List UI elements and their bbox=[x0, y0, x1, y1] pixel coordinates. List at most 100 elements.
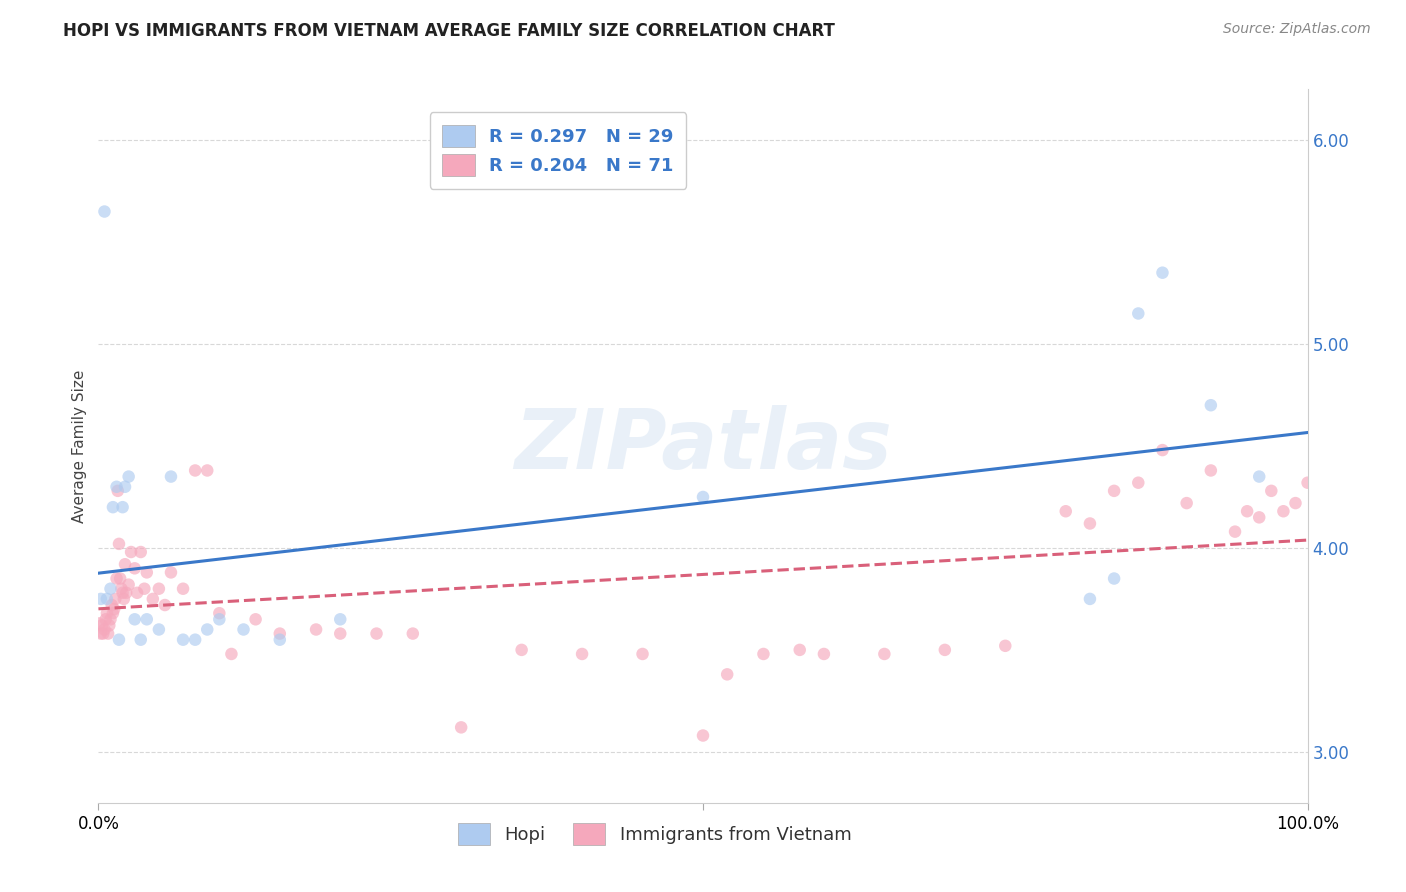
Point bbox=[110, 582, 132, 596]
Point bbox=[129, 545, 152, 559]
Point bbox=[329, 612, 352, 626]
Point bbox=[148, 582, 170, 596]
Point bbox=[752, 647, 775, 661]
Point bbox=[111, 586, 134, 600]
Point bbox=[329, 626, 352, 640]
Point bbox=[129, 632, 152, 647]
Point bbox=[631, 647, 654, 661]
Point bbox=[91, 618, 114, 632]
Point bbox=[232, 623, 254, 637]
Point bbox=[96, 606, 118, 620]
Point bbox=[112, 591, 135, 606]
Point bbox=[134, 582, 156, 596]
Point bbox=[1152, 266, 1174, 280]
Point bbox=[114, 558, 136, 572]
Point bbox=[1152, 443, 1174, 458]
Point bbox=[1128, 475, 1150, 490]
Point bbox=[510, 643, 533, 657]
Point bbox=[101, 500, 124, 515]
Point bbox=[115, 586, 138, 600]
Point bbox=[160, 469, 183, 483]
Point bbox=[97, 626, 120, 640]
Point bbox=[93, 623, 115, 637]
Point bbox=[789, 643, 811, 657]
Point bbox=[1272, 504, 1295, 518]
Point bbox=[692, 490, 714, 504]
Point bbox=[994, 639, 1017, 653]
Point bbox=[153, 598, 176, 612]
Point bbox=[91, 626, 114, 640]
Point bbox=[269, 632, 291, 647]
Point bbox=[571, 647, 593, 661]
Point bbox=[108, 572, 131, 586]
Point bbox=[305, 623, 328, 637]
Legend: Hopi, Immigrants from Vietnam: Hopi, Immigrants from Vietnam bbox=[446, 811, 865, 858]
Point bbox=[101, 606, 124, 620]
Text: ZIPatlas: ZIPatlas bbox=[515, 406, 891, 486]
Point bbox=[1296, 475, 1319, 490]
Point bbox=[118, 577, 141, 591]
Point bbox=[184, 632, 207, 647]
Point bbox=[184, 463, 207, 477]
Point bbox=[93, 204, 115, 219]
Point bbox=[94, 612, 117, 626]
Point bbox=[160, 566, 183, 580]
Point bbox=[89, 616, 111, 631]
Point bbox=[716, 667, 738, 681]
Point bbox=[124, 561, 146, 575]
Text: Source: ZipAtlas.com: Source: ZipAtlas.com bbox=[1223, 22, 1371, 37]
Point bbox=[1249, 469, 1271, 483]
Point bbox=[111, 500, 134, 515]
Point bbox=[107, 483, 129, 498]
Point bbox=[100, 598, 122, 612]
Point bbox=[1249, 510, 1271, 524]
Point bbox=[172, 632, 194, 647]
Point bbox=[120, 545, 142, 559]
Y-axis label: Average Family Size: Average Family Size bbox=[72, 369, 87, 523]
Point bbox=[100, 612, 122, 626]
Point bbox=[208, 606, 231, 620]
Point bbox=[172, 582, 194, 596]
Point bbox=[108, 632, 131, 647]
Point bbox=[103, 602, 125, 616]
Point bbox=[1102, 572, 1125, 586]
Point bbox=[1199, 398, 1222, 412]
Point bbox=[148, 623, 170, 637]
Point bbox=[1128, 306, 1150, 320]
Point bbox=[135, 566, 157, 580]
Point bbox=[934, 643, 956, 657]
Point bbox=[873, 647, 896, 661]
Point bbox=[105, 480, 128, 494]
Point bbox=[118, 469, 141, 483]
Point bbox=[90, 626, 112, 640]
Point bbox=[221, 647, 243, 661]
Point bbox=[135, 612, 157, 626]
Point bbox=[269, 626, 291, 640]
Point bbox=[114, 480, 136, 494]
Point bbox=[402, 626, 425, 640]
Point bbox=[245, 612, 267, 626]
Point bbox=[104, 591, 127, 606]
Point bbox=[142, 591, 165, 606]
Point bbox=[1284, 496, 1306, 510]
Point bbox=[813, 647, 835, 661]
Point bbox=[127, 586, 149, 600]
Point bbox=[1102, 483, 1125, 498]
Point bbox=[124, 612, 146, 626]
Point bbox=[366, 626, 388, 640]
Text: HOPI VS IMMIGRANTS FROM VIETNAM AVERAGE FAMILY SIZE CORRELATION CHART: HOPI VS IMMIGRANTS FROM VIETNAM AVERAGE … bbox=[63, 22, 835, 40]
Point bbox=[450, 720, 472, 734]
Point bbox=[98, 618, 121, 632]
Point bbox=[692, 729, 714, 743]
Point bbox=[1078, 591, 1101, 606]
Point bbox=[108, 537, 131, 551]
Point bbox=[1199, 463, 1222, 477]
Point bbox=[1236, 504, 1258, 518]
Point bbox=[1223, 524, 1246, 539]
Point bbox=[100, 582, 122, 596]
Point bbox=[195, 623, 218, 637]
Point bbox=[1175, 496, 1198, 510]
Point bbox=[208, 612, 231, 626]
Point bbox=[90, 591, 112, 606]
Point bbox=[1078, 516, 1101, 531]
